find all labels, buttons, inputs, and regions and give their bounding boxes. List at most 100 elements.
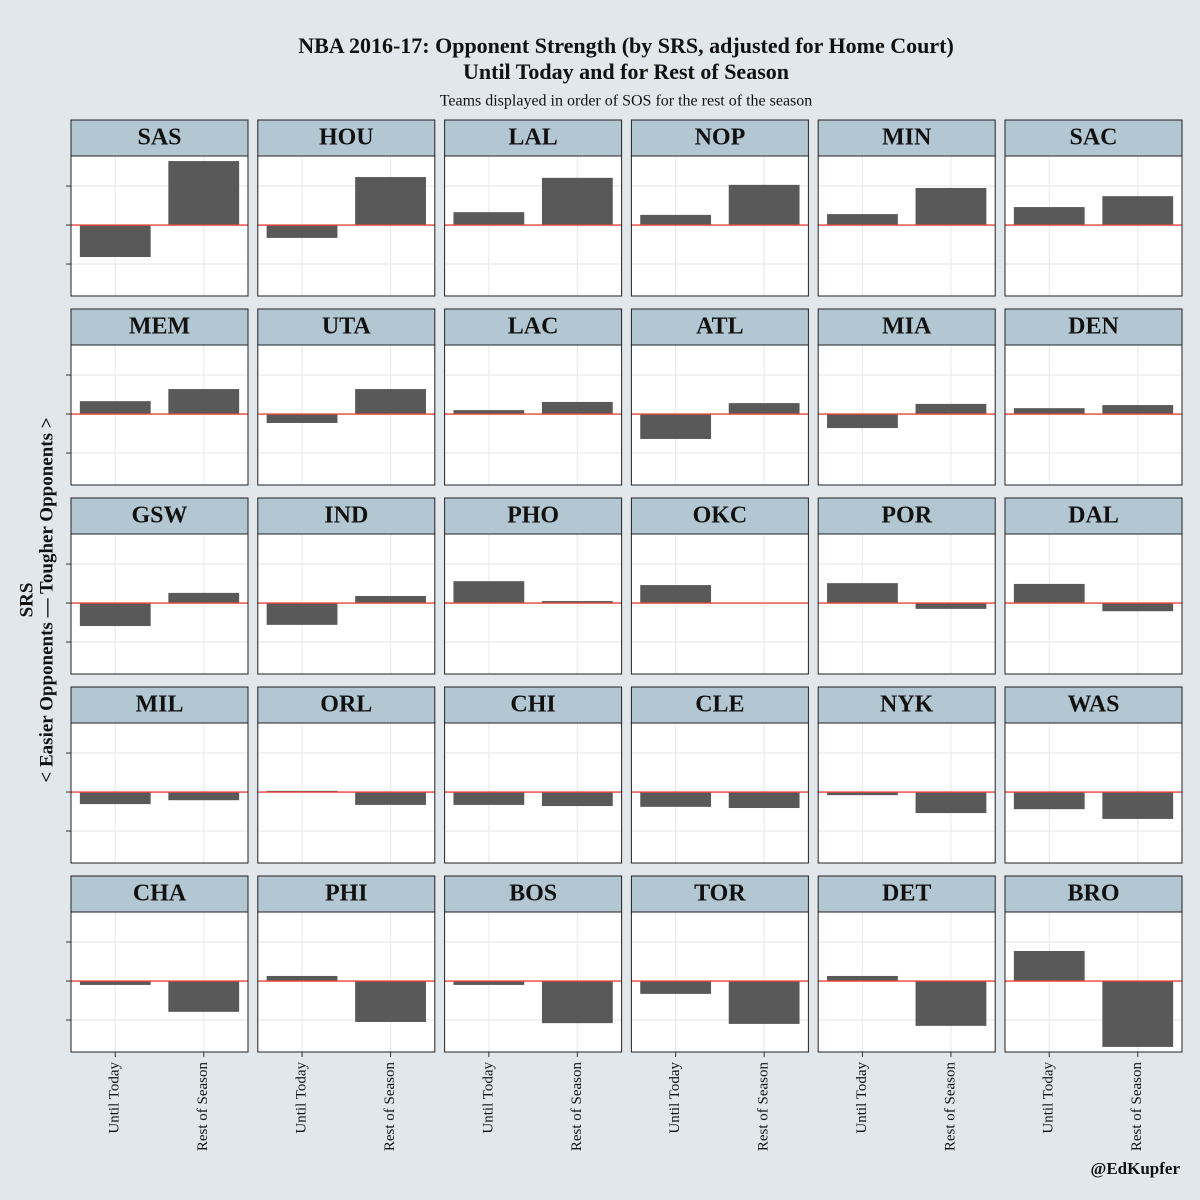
panel-border	[444, 911, 623, 1053]
strip	[444, 308, 623, 346]
bar	[79, 792, 151, 805]
bar	[453, 981, 525, 985]
bar	[640, 414, 712, 439]
chart-title: NBA 2016-17: Opponent Strength (by SRS, …	[298, 33, 954, 58]
panel-title: DAL	[1068, 503, 1119, 529]
panel-border	[257, 533, 436, 675]
bar	[1102, 196, 1174, 226]
strip	[444, 686, 623, 724]
panel-title: MIA	[882, 314, 932, 340]
panel	[631, 534, 809, 674]
panel-border	[257, 155, 436, 297]
panel-title: LAL	[508, 125, 557, 151]
panel-title: CHA	[133, 881, 187, 907]
strip	[70, 308, 249, 346]
panel	[818, 156, 996, 296]
bar	[541, 981, 613, 1024]
panel-title: POR	[881, 503, 932, 529]
bar	[541, 601, 613, 604]
panel	[1005, 156, 1182, 296]
strip	[444, 497, 623, 535]
bar	[453, 212, 525, 226]
bar	[541, 792, 613, 807]
panel-title: BRO	[1067, 881, 1119, 907]
y-axis-label: SRS	[16, 583, 37, 618]
bar	[728, 403, 800, 415]
panel-border	[630, 155, 809, 297]
panel	[631, 156, 809, 296]
bar	[827, 414, 898, 429]
panel-border	[817, 911, 996, 1053]
panel	[71, 345, 248, 485]
panel-title: NOP	[695, 125, 746, 151]
panel-title: OKC	[693, 503, 748, 529]
bar	[541, 177, 613, 226]
panel-title: IND	[324, 503, 368, 529]
credit: @EdKupfer	[1091, 1159, 1181, 1178]
bar	[915, 792, 987, 814]
x-tick-label: Rest of Season	[569, 1062, 585, 1152]
panel-title: PHI	[325, 881, 368, 907]
panel-border	[444, 155, 623, 297]
bar	[1013, 207, 1085, 226]
panel-title: SAC	[1069, 125, 1117, 151]
strip	[817, 875, 996, 913]
bar	[915, 403, 987, 415]
strip	[257, 308, 436, 346]
panel-border	[630, 722, 809, 864]
bar	[266, 975, 338, 982]
bar	[1013, 583, 1085, 604]
strip	[817, 686, 996, 724]
bar	[79, 981, 151, 985]
panel-border	[1004, 155, 1183, 297]
panel-title: ORL	[320, 692, 372, 718]
bar	[453, 792, 525, 805]
bar	[79, 225, 151, 258]
y-axis-label: < Easier Opponents — Tougher Opponents >	[36, 417, 57, 782]
panel-border	[630, 911, 809, 1053]
x-tick-label: Until Today	[107, 1062, 123, 1134]
bar	[168, 981, 240, 1012]
panel-title: CHI	[510, 692, 555, 718]
chart-subtitle: Teams displayed in order of SOS for the …	[440, 93, 813, 110]
panel-title: TOR	[694, 881, 746, 907]
bar	[355, 596, 426, 604]
strip	[630, 686, 809, 724]
panel-title: MEM	[129, 314, 190, 340]
strip	[630, 119, 809, 157]
panel-title: GSW	[131, 503, 187, 529]
bar	[640, 585, 712, 604]
bar	[541, 401, 613, 415]
panel-title: LAC	[508, 314, 559, 340]
bar	[168, 389, 240, 415]
bar	[266, 414, 338, 423]
panel-border	[817, 722, 996, 864]
bar	[827, 583, 898, 604]
x-tick-label: Rest of Season	[756, 1062, 772, 1152]
strip	[1004, 686, 1183, 724]
bar	[915, 603, 987, 609]
x-tick-label: Until Today	[667, 1062, 683, 1134]
panel-title: MIN	[882, 125, 932, 151]
strip	[257, 686, 436, 724]
panel-title: DET	[882, 881, 931, 907]
bar	[827, 975, 898, 982]
bar	[355, 981, 426, 1022]
panel-title: WAS	[1067, 692, 1119, 718]
strip	[257, 119, 436, 157]
bar	[1013, 792, 1085, 810]
panel-border	[1004, 911, 1183, 1053]
panel-border	[630, 533, 809, 675]
bar	[728, 184, 800, 226]
strip	[70, 875, 249, 913]
strip	[1004, 308, 1183, 346]
strip	[817, 119, 996, 157]
panel-title: SAS	[137, 125, 181, 151]
panel-title: MIL	[136, 692, 184, 718]
panel-border	[70, 911, 249, 1053]
x-tick-label: Until Today	[293, 1062, 309, 1134]
panel-title: DEN	[1068, 314, 1119, 340]
panel-border	[70, 533, 249, 675]
strip	[444, 119, 623, 157]
panel-title: CLE	[695, 692, 744, 718]
